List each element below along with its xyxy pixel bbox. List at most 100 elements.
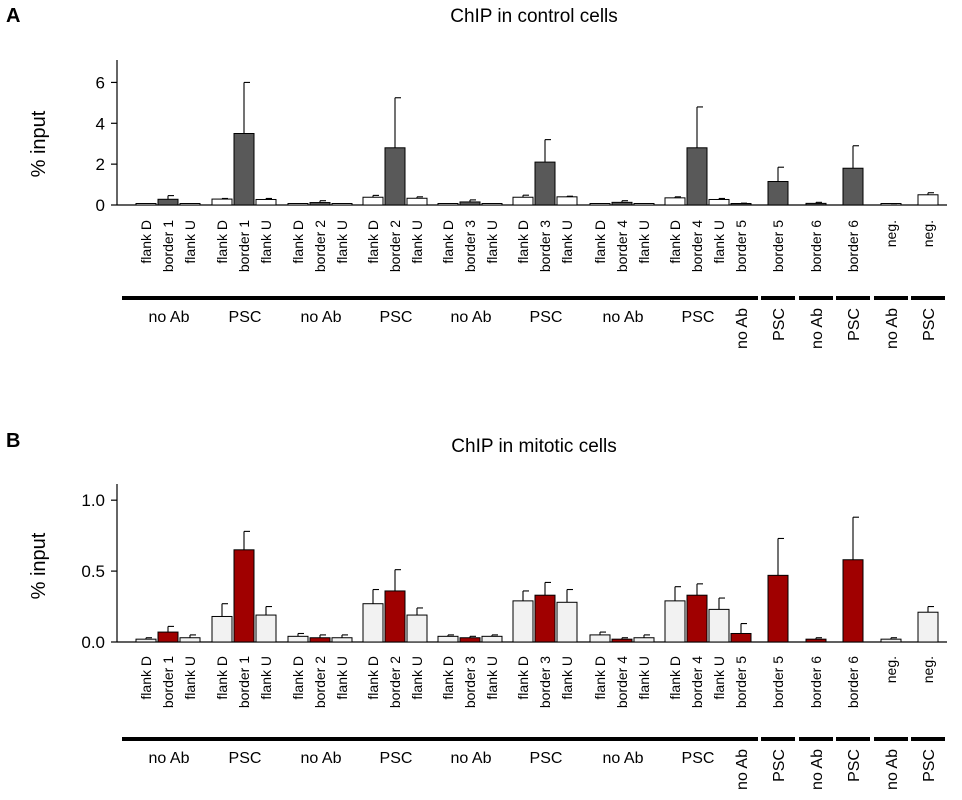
y-tick-label: 1.0: [81, 491, 105, 510]
group-bracket: [349, 296, 443, 300]
group-label: PSC: [771, 749, 788, 782]
x-tick-label: border 1: [160, 656, 176, 708]
x-tick-label: flank D: [592, 220, 608, 264]
group-label: PSC: [380, 750, 413, 767]
bar: [233, 133, 255, 206]
group-bracket: [911, 737, 945, 741]
x-tick-label: border 2: [387, 656, 403, 708]
group-bracket: [911, 296, 945, 300]
panel-label: B: [6, 430, 20, 452]
bar: [309, 637, 331, 643]
bar: [611, 201, 633, 206]
x-tick-label: border 2: [312, 220, 328, 272]
x-tick-label: flank D: [290, 656, 306, 700]
x-tick-label: border 1: [236, 220, 252, 272]
bar: [287, 203, 309, 206]
bar: [309, 202, 331, 206]
group-bracket: [274, 737, 368, 741]
group-bracket: [122, 737, 216, 741]
x-tick-label: border 1: [160, 220, 176, 272]
x-tick-label: flank D: [365, 220, 381, 264]
bar: [437, 635, 459, 643]
x-tick-label: flank D: [592, 656, 608, 700]
bar: [362, 603, 384, 643]
group-label: PSC: [530, 750, 563, 767]
x-tick-label: flank U: [559, 220, 575, 264]
bar: [384, 147, 406, 206]
x-tick-label: flank D: [515, 220, 531, 264]
bar: [331, 203, 353, 206]
bar: [556, 196, 578, 206]
group-label: no Ab: [603, 309, 644, 326]
x-tick-label: flank U: [258, 656, 274, 700]
x-tick-label: border 1: [236, 656, 252, 708]
x-tick-label: flank D: [138, 656, 154, 700]
x-tick-label: border 5: [733, 220, 749, 272]
chart-title: ChIP in mitotic cells: [451, 436, 616, 457]
bar: [708, 608, 730, 643]
x-tick-label: flank U: [636, 220, 652, 264]
x-tick-label: border 2: [387, 220, 403, 272]
bar: [255, 614, 277, 643]
x-tick-label: border 5: [733, 656, 749, 708]
x-tick-label: flank U: [182, 220, 198, 264]
bar: [805, 638, 827, 643]
x-tick-label: border 6: [808, 656, 824, 708]
x-tick-label: flank U: [484, 220, 500, 264]
group-label: PSC: [846, 308, 863, 341]
bar: [534, 594, 556, 643]
x-tick-label: flank D: [138, 220, 154, 264]
group-bracket: [874, 737, 908, 741]
bar: [534, 161, 556, 206]
panel-label: A: [6, 5, 20, 27]
bar: [730, 632, 752, 643]
chart-title: ChIP in control cells: [450, 6, 618, 27]
x-tick-label: border 3: [462, 656, 478, 708]
bar: [437, 203, 459, 206]
bar: [664, 600, 686, 643]
group-label: PSC: [229, 750, 262, 767]
x-tick-label: neg.: [920, 220, 936, 247]
y-tick-label: 6: [96, 73, 105, 92]
group-bracket: [724, 737, 758, 741]
group-label: no Ab: [809, 308, 826, 349]
x-tick-label: border 3: [462, 220, 478, 272]
bar: [512, 196, 534, 206]
bar: [135, 638, 157, 643]
group-label: no Ab: [603, 750, 644, 767]
x-tick-label: border 6: [845, 656, 861, 708]
x-tick-label: flank D: [515, 656, 531, 700]
bar: [767, 181, 789, 206]
x-tick-label: flank D: [667, 220, 683, 264]
x-tick-label: border 2: [312, 656, 328, 708]
x-tick-label: flank D: [365, 656, 381, 700]
group-label: no Ab: [809, 749, 826, 790]
group-bracket: [424, 296, 518, 300]
bar: [362, 196, 384, 206]
group-label: no Ab: [451, 309, 492, 326]
x-tick-label: neg.: [920, 656, 936, 683]
group-bracket: [836, 737, 870, 741]
group-bracket: [651, 296, 745, 300]
x-tick-label: flank U: [559, 656, 575, 700]
group-bracket: [576, 737, 670, 741]
group-label: PSC: [921, 749, 938, 782]
bar: [805, 202, 827, 206]
group-label: no Ab: [451, 750, 492, 767]
y-tick-label: 4: [96, 114, 105, 133]
x-tick-label: flank U: [182, 656, 198, 700]
bar: [842, 559, 864, 643]
bar: [157, 198, 179, 206]
group-bracket: [424, 737, 518, 741]
x-tick-label: flank U: [484, 656, 500, 700]
y-tick-label: 0.0: [81, 633, 105, 652]
x-tick-label: flank D: [290, 220, 306, 264]
bar: [406, 614, 428, 643]
x-tick-label: flank U: [334, 220, 350, 264]
group-label: PSC: [229, 309, 262, 326]
x-tick-label: flank D: [440, 656, 456, 700]
group-label: no Ab: [734, 749, 751, 790]
x-tick-label: flank D: [214, 656, 230, 700]
x-tick-label: flank U: [711, 220, 727, 264]
